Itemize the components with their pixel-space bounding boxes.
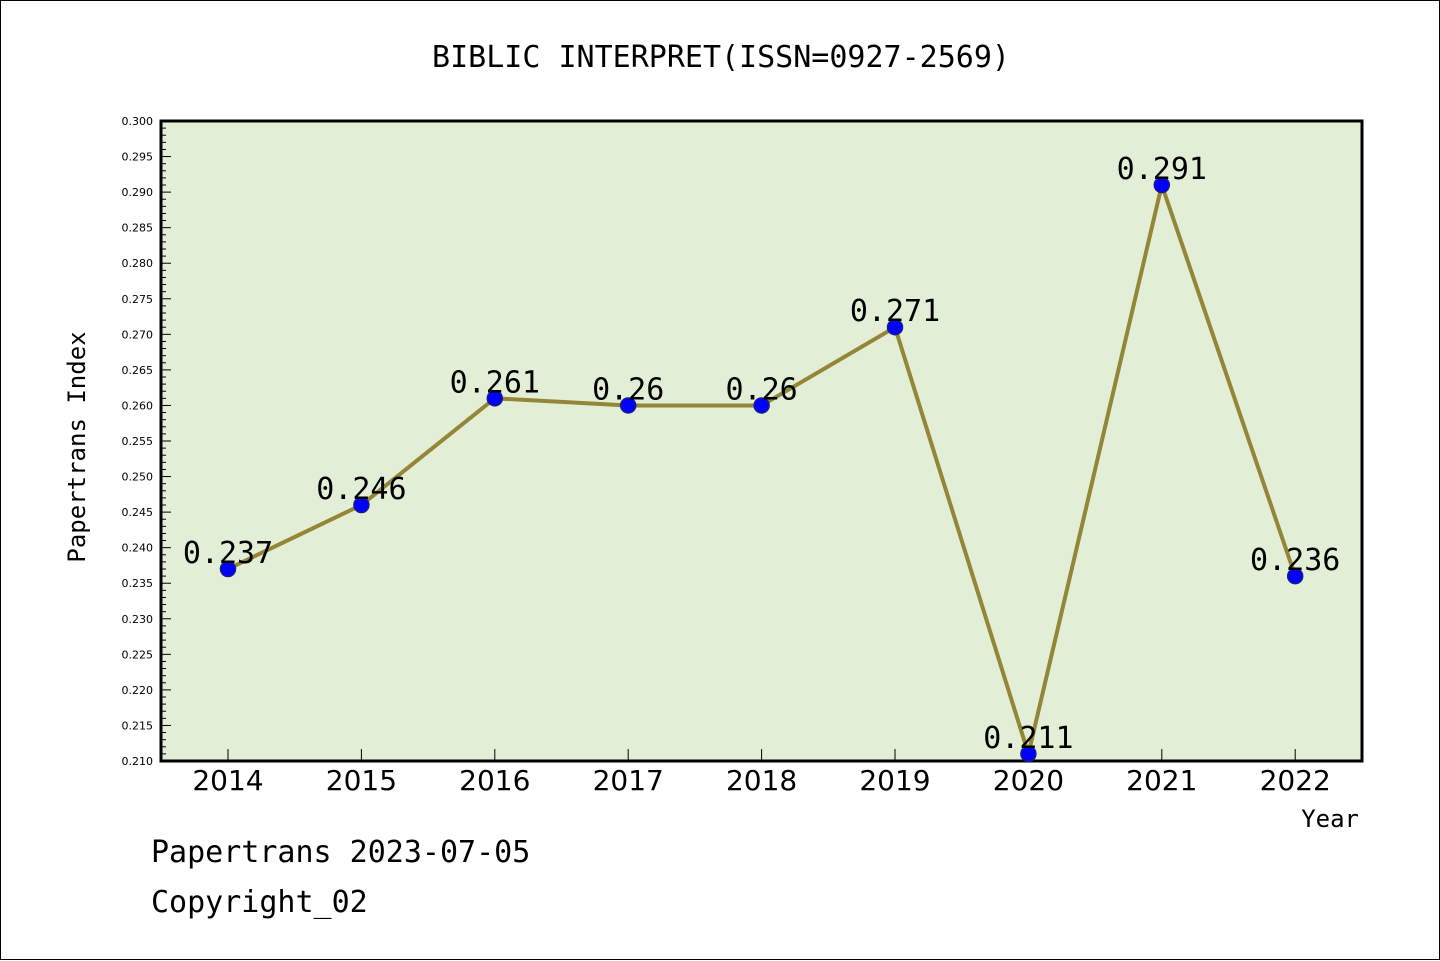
- data-label: 0.211: [983, 721, 1073, 756]
- y-axis: 0.210 0.215 0.220 0.225 0.230 0.235 0.240 0.245…: [122, 115, 171, 768]
- y-tick-label: 0.295: [122, 151, 154, 164]
- data-point: [886, 318, 904, 336]
- data-markers: [219, 176, 1304, 763]
- y-tick-label: 0.235: [122, 577, 154, 590]
- chart-title: BIBLIC INTERPRET(ISSN=0927-2569): [432, 40, 1010, 75]
- y-tick-label: 0.290: [122, 186, 154, 199]
- data-label: 0.271: [850, 294, 940, 329]
- data-label: 0.291: [1117, 152, 1207, 187]
- x-tick-label: 2021: [1126, 764, 1197, 797]
- y-tick-label: 0.265: [122, 364, 154, 377]
- y-tick-label: 0.300: [122, 115, 154, 128]
- y-axis-label: Papertrans Index: [63, 331, 91, 562]
- x-axis-label: Year: [1301, 805, 1359, 833]
- y-tick-label: 0.225: [122, 648, 154, 661]
- data-point: [1020, 745, 1037, 763]
- y-tick-label: 0.255: [122, 435, 154, 448]
- footer-copyright: Copyright_02: [151, 885, 368, 920]
- y-tick-label: 0.230: [122, 613, 154, 626]
- y-tick-label: 0.220: [122, 684, 154, 697]
- x-tick-label: 2015: [326, 764, 397, 797]
- data-label: 0.26: [592, 372, 664, 407]
- x-tick-label: 2017: [593, 764, 664, 797]
- data-point: [353, 496, 370, 514]
- data-point: [219, 560, 237, 578]
- y-tick-label: 0.260: [122, 399, 154, 412]
- data-labels: 0.237 0.246 0.261 0.26 0.26 0.271 0.211 0.291 0.…: [183, 152, 1341, 756]
- data-point: [753, 397, 770, 414]
- x-tick-label: 2022: [1260, 764, 1331, 797]
- plot-area: [159, 119, 1364, 763]
- data-label: 0.26: [725, 372, 797, 407]
- data-label: 0.246: [316, 472, 406, 507]
- footer-date: Papertrans 2023-07-05: [151, 835, 531, 870]
- data-point: [486, 390, 504, 407]
- x-tick-label: 2014: [192, 764, 263, 797]
- y-tick-label: 0.210: [122, 755, 154, 768]
- y-tick-label: 0.275: [122, 293, 154, 306]
- x-tick-label: 2019: [859, 764, 930, 797]
- x-axis: 2014 2015 2016 2017 2018 2019 2020 2021 2022: [192, 749, 1331, 797]
- data-label: 0.261: [450, 365, 540, 400]
- y-tick-label: 0.250: [122, 471, 154, 484]
- y-tick-label: 0.240: [122, 542, 154, 555]
- y-tick-label: 0.215: [122, 719, 154, 732]
- x-tick-label: 2020: [993, 764, 1064, 797]
- y-tick-label: 0.285: [122, 222, 154, 235]
- data-point: [1286, 567, 1304, 585]
- y-tick-label: 0.270: [122, 328, 154, 341]
- data-label: 0.237: [183, 536, 273, 571]
- x-tick-label: 2016: [459, 764, 530, 797]
- y-tick-label: 0.280: [122, 257, 154, 270]
- data-point: [619, 397, 637, 414]
- y-tick-label: 0.245: [122, 506, 154, 519]
- data-label: 0.236: [1250, 543, 1340, 578]
- data-point: [1153, 176, 1171, 194]
- x-tick-label: 2018: [726, 764, 797, 797]
